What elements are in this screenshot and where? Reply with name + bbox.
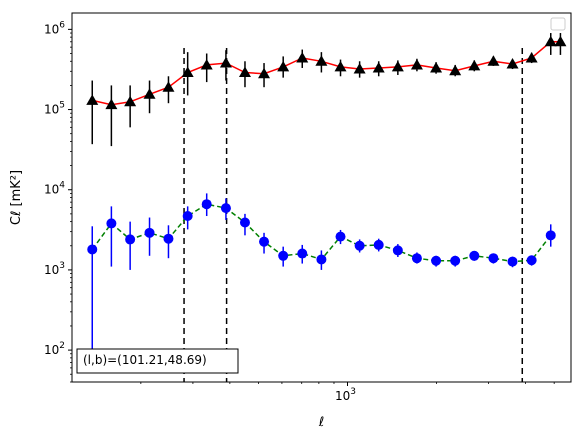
series-0-marker [277, 60, 290, 72]
series-0-marker [200, 58, 213, 70]
series-1-marker [125, 234, 136, 245]
series-1-marker [526, 255, 537, 266]
series-1-marker [354, 240, 365, 251]
x-axis-label: ℓ [318, 415, 324, 430]
series-0-marker [506, 57, 519, 69]
y-tick-label: 103 [44, 261, 65, 277]
series-0-marker [315, 55, 328, 66]
series-0-marker [219, 57, 232, 68]
series-1-marker [373, 239, 384, 250]
series-1-marker [239, 217, 250, 228]
series-1-marker [106, 218, 117, 229]
series-0-fit-line [92, 41, 561, 106]
legend [550, 17, 566, 31]
series-1-marker [431, 255, 442, 266]
series-0-marker [258, 67, 271, 79]
series-0-marker [238, 66, 251, 77]
series-1-marker [411, 253, 422, 264]
series-0-marker [181, 66, 194, 77]
x-tick-label: 103 [335, 387, 356, 403]
series-1-marker [182, 211, 193, 222]
series-1-marker [450, 255, 461, 266]
series-0-marker [105, 98, 118, 110]
series-0-marker [353, 63, 366, 74]
series-0-marker [143, 88, 156, 99]
series-1-marker [87, 244, 98, 255]
series-1-marker [259, 236, 270, 247]
series-1-marker [201, 199, 212, 210]
series-0-marker [162, 81, 175, 92]
series-0-marker [554, 35, 567, 47]
series-1-marker [297, 248, 308, 259]
series-0-marker [391, 60, 404, 72]
series-0-marker [124, 95, 137, 107]
series-1-marker [392, 245, 403, 256]
y-axis-label: Cℓ [mK²] [9, 170, 24, 225]
series-0-marker [296, 51, 309, 63]
series-0-marker [372, 61, 385, 73]
y-tick-label: 106 [44, 20, 65, 36]
axes: 102 103 104 105 106 103 [44, 20, 555, 403]
series-1-marker [163, 233, 174, 244]
series-0-marker [525, 51, 538, 63]
series-1-marker [545, 230, 556, 241]
series-0-marker [544, 35, 557, 47]
series-0-marker [468, 59, 481, 71]
series-1-marker [278, 250, 289, 261]
annotation-text: (l,b)=(101.21,48.69) [83, 353, 207, 367]
series-1-marker [316, 254, 327, 265]
series-1-marker [335, 231, 346, 242]
series-1-marker [144, 227, 155, 238]
y-tick-label: 105 [44, 101, 65, 117]
series-0-marker [410, 58, 423, 70]
series-0-marker [487, 55, 500, 66]
series-0-marker [334, 60, 347, 72]
series-0-marker [449, 64, 462, 76]
series-1-marker [469, 250, 480, 261]
series-1-marker [220, 203, 231, 214]
y-tick-label: 102 [44, 341, 65, 357]
y-tick-label: 104 [44, 181, 65, 197]
series-1-marker [488, 253, 499, 264]
annotation-box: (l,b)=(101.21,48.69) [76, 348, 239, 374]
series-0-marker [430, 61, 443, 73]
data-layer [86, 33, 567, 382]
series-0-marker [86, 94, 99, 105]
series-1-marker [507, 256, 518, 267]
